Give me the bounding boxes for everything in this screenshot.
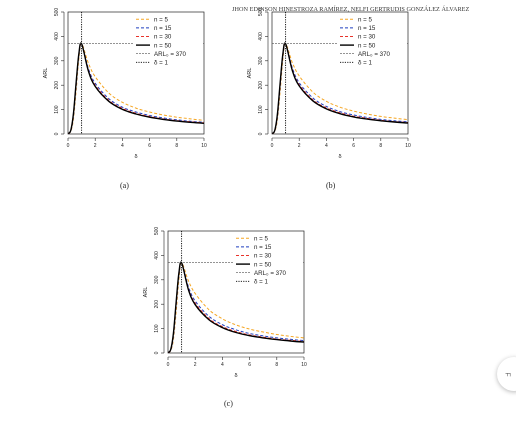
plot-frame (167, 230, 305, 354)
legend-background (338, 13, 407, 68)
caption-c: (c) (224, 399, 233, 408)
y-axis-label: ARL (247, 68, 253, 79)
plot-frame (271, 11, 409, 135)
series-group (68, 42, 204, 134)
zoom-widget[interactable]: F (497, 357, 516, 391)
x-tick-label: 4 (221, 362, 224, 368)
legend-label: n = 15 (254, 244, 272, 251)
y-tick-label: 0 (258, 132, 264, 135)
running-header: JHON EDINSON HINESTROZA RAMÍREZ, NELFI G… (232, 6, 470, 13)
series-line-n=50 (68, 42, 204, 134)
legend-label: n = 50 (358, 42, 376, 49)
legend: n = 5n = 15 n = 30n = 50 ARL₀ = 370 δ = 1 (338, 13, 407, 68)
y-tick-label: 300 (154, 275, 160, 284)
x-tick-label: 0 (167, 362, 170, 368)
caption-b: (b) (326, 181, 336, 190)
plot-frame (67, 11, 205, 135)
y-tick-label: 100 (154, 324, 160, 333)
series-line-n=15 (68, 42, 204, 134)
legend-label: ARL₀ = 370 (358, 51, 391, 58)
x-tick-label: 4 (325, 143, 328, 149)
y-tick-label: 200 (154, 300, 160, 309)
x-tick-label: 6 (248, 362, 251, 368)
x-tick-label: 0 (271, 143, 274, 149)
legend-label: n = 50 (254, 261, 272, 268)
x-tick-label: 0 (67, 143, 70, 149)
series-line-n=50 (168, 261, 304, 353)
x-tick-label: 4 (121, 143, 124, 149)
legend-label: ARL₀ = 370 (254, 270, 287, 277)
series-group (168, 261, 304, 353)
caption-a: (a) (120, 181, 129, 190)
series-line-n=5 (272, 43, 408, 134)
y-tick-label: 100 (258, 105, 264, 114)
x-tick-label: 8 (275, 362, 278, 368)
legend-label: ARL₀ = 370 (154, 51, 187, 58)
x-tick-label: 8 (379, 143, 382, 149)
y-tick-label: 400 (54, 32, 60, 41)
y-tick-label: 400 (258, 32, 264, 41)
legend-label: n = 15 (358, 25, 376, 32)
y-axis-label: ARL (143, 287, 149, 298)
x-axis-label: δ (338, 154, 341, 160)
x-tick-label: 6 (352, 143, 355, 149)
y-tick-label: 200 (258, 81, 264, 90)
legend-label: n = 5 (358, 17, 372, 24)
y-tick-label: 500 (258, 8, 264, 17)
y-tick-label: 500 (54, 8, 60, 17)
legend-label: n = 5 (254, 236, 268, 243)
y-tick-label: 100 (54, 105, 60, 114)
legend: n = 5n = 15 n = 30n = 50 ARL₀ = 370 δ = 1 (234, 232, 303, 287)
legend-label: n = 30 (154, 34, 172, 41)
series-line-n=50 (272, 42, 408, 134)
x-axis-label: δ (134, 154, 137, 160)
legend-background (134, 13, 203, 68)
y-tick-label: 400 (154, 251, 160, 260)
x-tick-label: 10 (405, 143, 411, 149)
y-tick-label: 0 (54, 132, 60, 135)
x-tick-label: 2 (94, 143, 97, 149)
x-tick-label: 2 (194, 362, 197, 368)
y-tick-label: 300 (258, 56, 264, 65)
zoom-icon: F (503, 371, 511, 377)
y-axis-label: ARL (43, 68, 49, 79)
legend-label: δ = 1 (254, 279, 268, 286)
legend-label: n = 5 (154, 17, 168, 24)
y-tick-label: 200 (54, 81, 60, 90)
x-tick-label: 2 (298, 143, 301, 149)
legend-label: n = 15 (154, 25, 172, 32)
y-tick-label: 300 (54, 56, 60, 65)
x-tick-label: 8 (175, 143, 178, 149)
x-tick-label: 6 (148, 143, 151, 149)
legend-label: n = 30 (254, 253, 272, 260)
x-tick-label: 10 (301, 362, 307, 368)
legend-label: δ = 1 (358, 60, 372, 67)
legend: n = 5n = 15 n = 30n = 50 ARL₀ = 370 δ = 1 (134, 13, 203, 68)
legend-label: n = 30 (358, 34, 376, 41)
legend-background (234, 232, 303, 287)
y-tick-label: 500 (154, 227, 160, 236)
x-axis-label: δ (234, 373, 237, 379)
legend-label: n = 50 (154, 42, 172, 49)
y-tick-label: 0 (154, 351, 160, 354)
series-group (272, 42, 408, 134)
x-tick-label: 10 (201, 143, 207, 149)
legend-label: δ = 1 (154, 60, 168, 67)
series-line-n=5 (68, 43, 204, 134)
